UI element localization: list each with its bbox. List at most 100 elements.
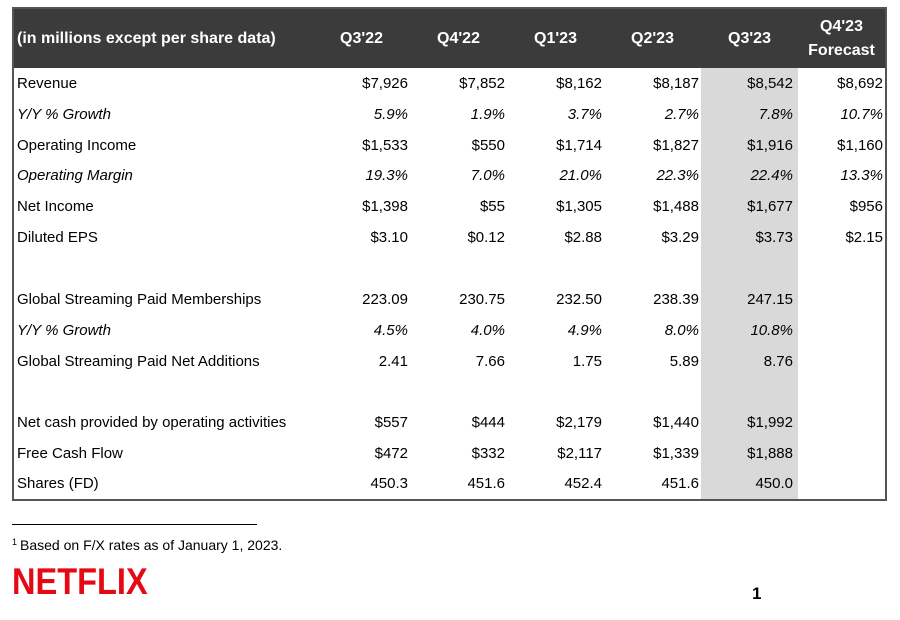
table-row-shares-fd: Shares (FD) 450.3 451.6 452.4 451.6 450.0 bbox=[13, 468, 886, 500]
cell-q4-23-forecast bbox=[798, 346, 886, 377]
cell-q4-22: $55 bbox=[479, 198, 505, 216]
table-row-net-income: Net Income $1,398 $55 $1,305 $1,488 $1,677 $95… bbox=[13, 191, 886, 223]
spacer-cell bbox=[507, 253, 604, 284]
cell-q4-22: $444 bbox=[471, 414, 505, 432]
cell-q4-22: 4.0% bbox=[470, 321, 505, 339]
col-header-q4-22: Q4'22 bbox=[410, 8, 507, 68]
row-label: Y/Y % Growth bbox=[17, 321, 111, 339]
cell-q4-22: $0.12 bbox=[467, 229, 505, 247]
cell-q3-23: $1,888 bbox=[701, 438, 798, 469]
cell-q4-22: 7.66 bbox=[475, 352, 505, 370]
cell-q3-22: $472 bbox=[374, 445, 408, 463]
col-header-q2-23: Q2'23 bbox=[604, 8, 701, 68]
cell-q3-23: 22.4% bbox=[701, 160, 798, 192]
cell-q1-23: 3.7% bbox=[567, 105, 602, 123]
cell-q4-23-forecast: 10.7% bbox=[840, 105, 883, 123]
cell-q4-22: 230.75 bbox=[459, 290, 505, 308]
spacer-cell bbox=[701, 253, 798, 284]
table-row-paid-net-additions: Global Streaming Paid Net Additions 2.41 7… bbox=[13, 345, 886, 377]
cell-q3-22: 5.9% bbox=[373, 105, 408, 123]
footnote-divider bbox=[12, 524, 257, 525]
cell-q3-23: $3.73 bbox=[701, 222, 798, 254]
col-header-forecast: Forecast bbox=[808, 41, 875, 59]
table-header: (in millions except per share data) Q3'2… bbox=[13, 8, 886, 68]
cell-q1-23: $1,305 bbox=[556, 198, 602, 216]
cell-q4-22: $7,852 bbox=[459, 74, 505, 92]
cell-q3-23: 10.8% bbox=[701, 314, 798, 346]
footnote: 1 Based on F/X rates as of January 1, 202… bbox=[12, 537, 282, 553]
row-label: Global Streaming Paid Net Additions bbox=[17, 352, 260, 370]
col-header-q1-23: Q1'23 bbox=[507, 8, 604, 68]
table-row-revenue: Revenue $7,926 $7,852 $8,162 $8,187 $8,542 $8,… bbox=[13, 68, 886, 99]
table-row-free-cash-flow: Free Cash Flow $472 $332 $2,117 $1,339 $1,888 bbox=[13, 438, 886, 469]
cell-q1-23: $2,179 bbox=[556, 414, 602, 432]
cell-q3-23: $1,677 bbox=[701, 191, 798, 223]
cell-q3-23: 247.15 bbox=[701, 283, 798, 315]
row-label: Revenue bbox=[17, 74, 78, 92]
cell-q4-22: 451.6 bbox=[467, 475, 505, 493]
cell-q3-23: $8,542 bbox=[701, 68, 798, 99]
cell-q4-22: $332 bbox=[471, 445, 505, 463]
cell-q2-23: 8.0% bbox=[664, 321, 699, 339]
cell-q3-23: 7.8% bbox=[701, 98, 798, 130]
table-row-memberships-yy-growth: Y/Y % Growth 4.5% 4.0% 4.9% 8.0% 10.8% bbox=[13, 314, 886, 346]
cell-q4-23-forecast bbox=[798, 284, 886, 315]
table-row-revenue-yy-growth: Y/Y % Growth 5.9% 1.9% 3.7% 2.7% 7.8% 10.7% bbox=[13, 98, 886, 130]
cell-q4-23-forecast: $2.15 bbox=[845, 229, 883, 247]
row-label: Diluted EPS bbox=[17, 229, 98, 247]
row-label: Shares (FD) bbox=[17, 475, 99, 493]
header-label: (in millions except per share data) bbox=[13, 8, 313, 68]
cell-q4-23-forecast bbox=[798, 407, 886, 438]
cell-q3-23: $1,992 bbox=[701, 407, 798, 439]
cell-q3-22: $3.10 bbox=[370, 229, 408, 247]
spacer-cell bbox=[798, 253, 886, 284]
header-row: (in millions except per share data) Q3'2… bbox=[13, 8, 886, 68]
footnote-marker: 1 bbox=[12, 537, 18, 547]
page-number: 1 bbox=[752, 584, 762, 603]
spacer-row bbox=[13, 253, 886, 284]
cell-q4-23-forecast: $956 bbox=[849, 198, 883, 216]
cell-q4-22: 7.0% bbox=[470, 167, 505, 185]
spacer-cell bbox=[13, 253, 313, 284]
cell-q3-22: 4.5% bbox=[373, 321, 408, 339]
cell-q3-23: $1,916 bbox=[701, 129, 798, 161]
row-label: Operating Income bbox=[17, 136, 137, 154]
cell-q2-23: $8,187 bbox=[653, 74, 699, 92]
spacer-cell bbox=[604, 376, 701, 407]
spacer-cell bbox=[798, 376, 886, 407]
cell-q2-23: $1,827 bbox=[653, 136, 699, 154]
cell-q1-23: $2,117 bbox=[557, 445, 602, 463]
spacer-cell bbox=[313, 253, 410, 284]
cell-q1-23: 1.75 bbox=[572, 352, 602, 370]
cell-q4-23-forecast: $8,692 bbox=[837, 74, 883, 92]
netflix-logo: NETFLIX bbox=[12, 561, 148, 602]
cell-q2-23: $1,339 bbox=[653, 445, 699, 463]
cell-q2-23: 238.39 bbox=[653, 290, 699, 308]
cell-q4-22: 1.9% bbox=[470, 105, 505, 123]
cell-q2-23: 2.7% bbox=[664, 105, 699, 123]
table-row-diluted-eps: Diluted EPS $3.10 $0.12 $2.88 $3.29 $3.73 $2.1… bbox=[13, 222, 886, 254]
cell-q3-22: $7,926 bbox=[362, 74, 408, 92]
table-row-operating-cash: Net cash provided by operating activitie… bbox=[13, 407, 886, 439]
table-row-paid-memberships: Global Streaming Paid Memberships 223.09 2… bbox=[13, 283, 886, 315]
row-label: Y/Y % Growth bbox=[17, 105, 111, 123]
row-label: Net cash provided by operating activitie… bbox=[17, 414, 287, 432]
cell-q1-23: 232.50 bbox=[556, 290, 602, 308]
cell-q4-22: $550 bbox=[471, 136, 505, 154]
cell-q3-22: $1,398 bbox=[362, 198, 408, 216]
row-label: Net Income bbox=[17, 198, 94, 216]
cell-q1-23: 452.4 bbox=[564, 475, 602, 493]
cell-q2-23: 5.89 bbox=[669, 352, 699, 370]
spacer-cell bbox=[701, 376, 798, 408]
cell-q2-23: $1,488 bbox=[653, 198, 699, 216]
table-body: Revenue $7,926 $7,852 $8,162 $8,187 $8,542 $8,… bbox=[13, 68, 886, 500]
cell-q2-23: $1,440 bbox=[653, 414, 699, 432]
cell-q1-23: 4.9% bbox=[567, 321, 602, 339]
cell-q1-23: $8,162 bbox=[556, 74, 602, 92]
cell-q3-22: $1,533 bbox=[362, 136, 408, 154]
col-header-q4-23: Q4'23 bbox=[820, 17, 863, 35]
spacer-cell bbox=[507, 376, 604, 407]
row-label: Operating Margin bbox=[17, 167, 133, 185]
spacer-cell bbox=[604, 253, 701, 284]
spacer-cell bbox=[313, 376, 410, 407]
